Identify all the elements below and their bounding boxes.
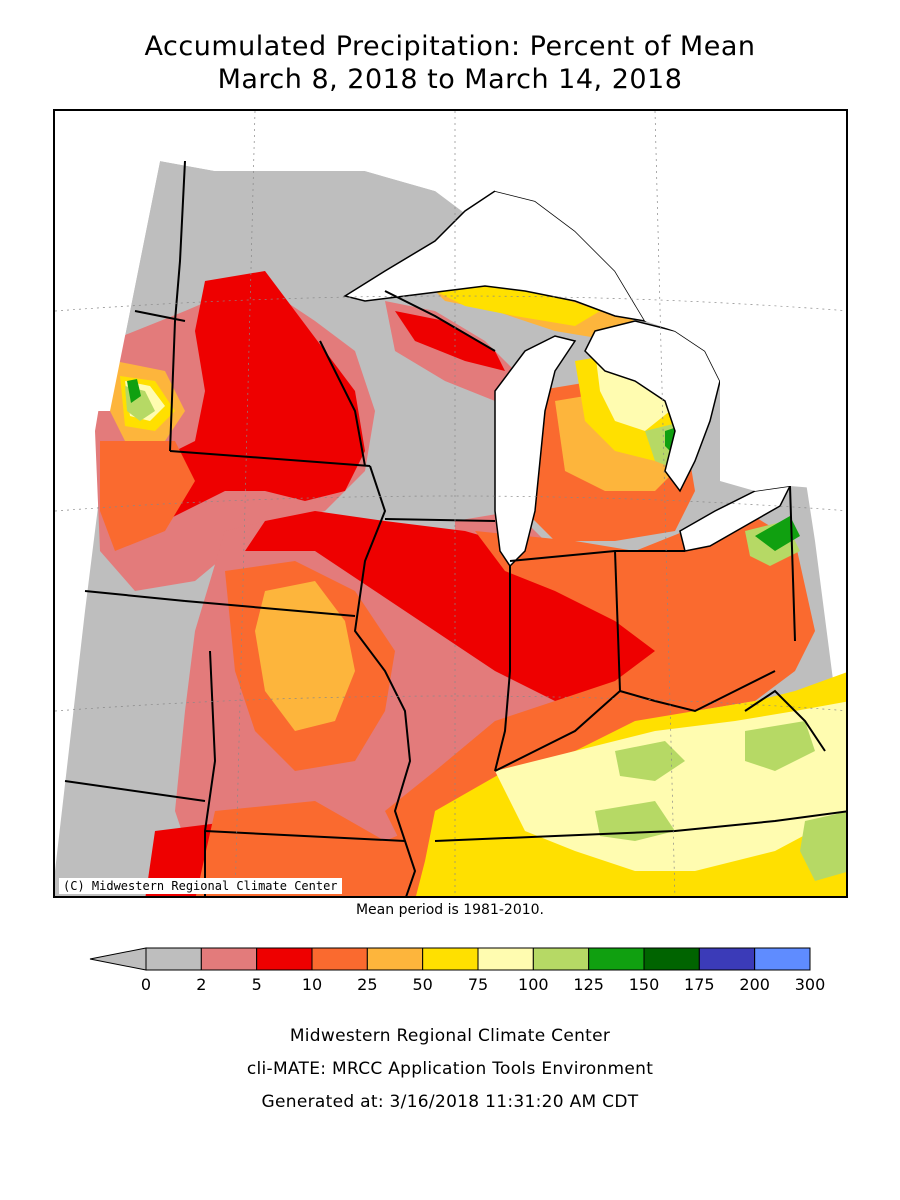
graticule (55, 111, 846, 896)
footer: Midwestern Regional Climate Center cli-M… (0, 1020, 900, 1119)
border-mi-in-oh (509, 550, 685, 562)
border-mn-west (169, 160, 186, 452)
border-oh-pa (789, 485, 796, 642)
title-line-2: March 8, 2018 to March 14, 2018 (217, 64, 683, 95)
canada-region (475, 111, 846, 491)
border-il-in (494, 566, 511, 772)
lake-michigan (494, 335, 577, 568)
border-mn-ia (169, 450, 371, 467)
border-ohio-river (494, 670, 776, 772)
map-title: Accumulated Precipitation: Percent of Me… (0, 30, 900, 96)
precipitation-map (55, 111, 846, 896)
footer-line-2: cli-MATE: MRCC Application Tools Environ… (246, 1059, 654, 1079)
footer-line-1: Midwestern Regional Climate Center (289, 1026, 611, 1046)
legend-tick-label: 300 (795, 975, 826, 994)
legend-arrow (89, 947, 147, 971)
legend-tick-label: 175 (684, 975, 715, 994)
legend-swatch (588, 947, 645, 971)
border-ia-mo (184, 600, 356, 617)
legend-swatch (366, 947, 424, 971)
region-100-125-east (800, 811, 846, 881)
border-mn-wi (319, 340, 366, 467)
legend-swatch (532, 947, 590, 971)
title-line-1: Accumulated Precipitation: Percent of Me… (144, 31, 756, 62)
legend-swatch (422, 947, 479, 971)
footer-line-3: Generated at: 3/16/2018 11:31:20 AM CDT (261, 1092, 639, 1112)
region-100-125-kentucky (615, 741, 685, 781)
legend-tick-label: 125 (573, 975, 604, 994)
legend-tick-label: 25 (357, 975, 377, 994)
legend-swatch (256, 947, 313, 971)
region-125-150-dakota (127, 379, 141, 403)
border-ks-ne (64, 780, 206, 802)
map-frame: (C) Midwestern Regional Climate Center (53, 109, 848, 898)
border-mo-ar (204, 830, 406, 842)
border-ne-sd (84, 590, 186, 602)
border-wi-il (384, 518, 496, 522)
legend-swatch (477, 947, 534, 971)
lake-erie (679, 485, 792, 552)
legend-swatch (311, 947, 368, 971)
region-100-125-westvirginia (745, 721, 815, 771)
legend-swatch (643, 947, 700, 971)
legend-svg: 0 2 5 10 25 50 75 100 125 150 175 200 300 (89, 947, 826, 994)
mean-period-note: Mean period is 1981-2010. (355, 902, 545, 918)
legend-tick-label: 150 (629, 975, 660, 994)
legend-swatch (200, 947, 258, 971)
legend-tick-label: 100 (518, 975, 549, 994)
border-wi-up (384, 290, 496, 352)
legend-tick-label: 10 (302, 975, 322, 994)
region-125-150-pa (755, 516, 800, 551)
legend-swatch (754, 947, 811, 971)
region-25-50-iowa (255, 581, 355, 731)
border-nd-sd (134, 310, 186, 322)
region-10-25-dakota (100, 441, 195, 551)
color-legend: 0 2 5 10 25 50 75 100 125 150 175 200 300 (0, 940, 900, 1000)
legend-tick-label: 200 (739, 975, 770, 994)
canada-region-nw (55, 111, 475, 411)
border-ky-tn (434, 810, 846, 842)
border-ks-mo (204, 650, 217, 896)
border-in-oh (614, 550, 621, 692)
legend-tick-label: 75 (468, 975, 488, 994)
region-10-25-central (385, 511, 815, 851)
legend-tick-label: 5 (252, 975, 262, 994)
region-5-10-lower (245, 511, 715, 711)
legend-tick-label: 2 (196, 975, 206, 994)
legend-swatch (698, 947, 756, 971)
state-boundaries (64, 160, 846, 896)
legend-tick-label: 50 (412, 975, 432, 994)
legend-tick-label: 0 (141, 975, 151, 994)
region-5-10-superior (395, 311, 505, 371)
border-wv (744, 689, 826, 752)
copyright-label: (C) Midwestern Regional Climate Center (59, 878, 342, 894)
lake-huron (584, 320, 721, 493)
legend-swatch (145, 947, 202, 971)
